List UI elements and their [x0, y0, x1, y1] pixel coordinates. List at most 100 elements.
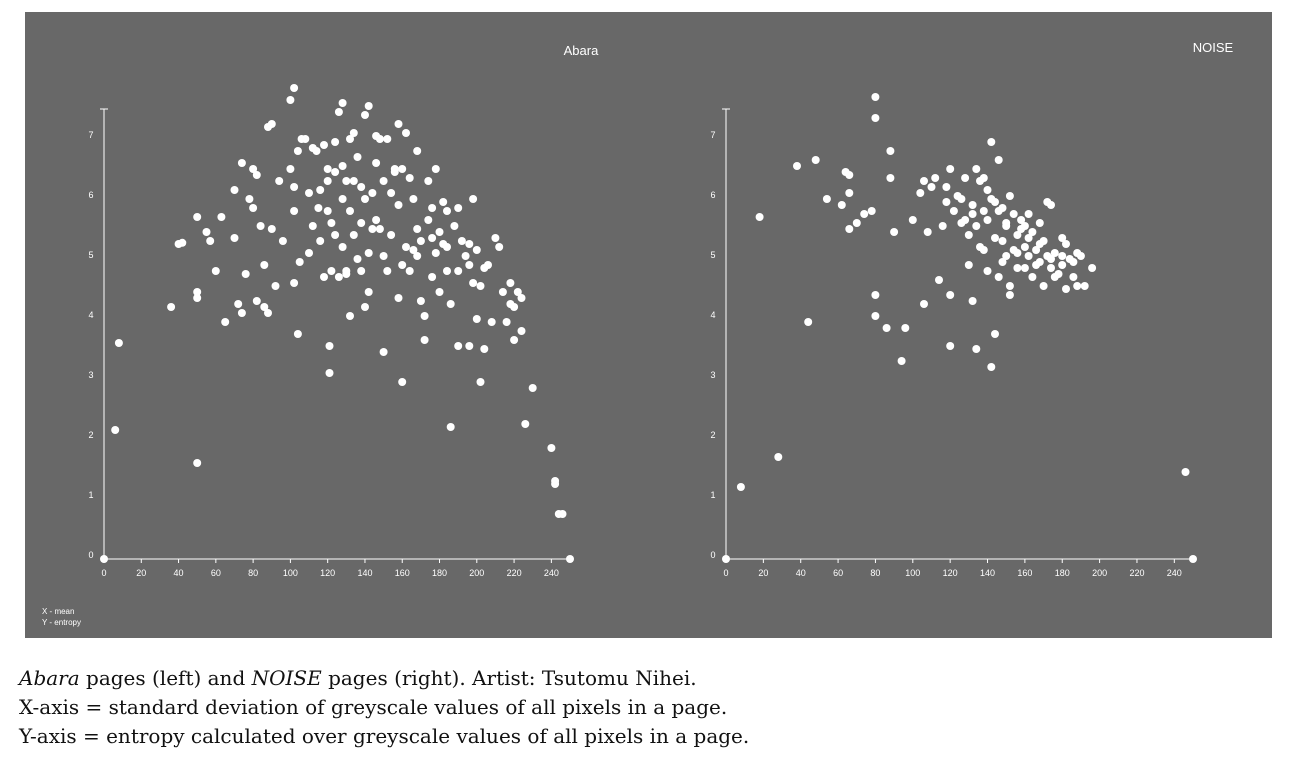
chart-1-point	[446, 300, 455, 308]
chart-1-point	[402, 129, 410, 137]
chart-1-point	[290, 84, 299, 92]
chart-2-point	[920, 177, 928, 185]
chart-2-point	[1020, 264, 1029, 272]
chart-1-point	[252, 171, 261, 179]
chart-1-point	[551, 480, 560, 488]
chart-1-point	[428, 273, 437, 281]
chart-1-point	[461, 252, 470, 260]
chart-1-x-tick-label: 100	[283, 568, 298, 578]
chart-2-point	[1013, 264, 1022, 272]
chart-1-point	[398, 261, 407, 269]
chart-1-point	[275, 177, 284, 185]
chart-1-point	[338, 243, 347, 251]
chart-1-point	[480, 345, 489, 353]
chart-2-point	[961, 174, 970, 182]
chart-1-point	[469, 195, 478, 203]
chart-1-point	[510, 303, 519, 311]
chart-1-point	[457, 237, 466, 245]
chart-1-point	[476, 378, 485, 386]
chart-1-x-tick-label: 140	[357, 568, 372, 578]
chart-1-point	[387, 231, 396, 239]
chart-2-point	[946, 291, 955, 299]
chart-1-point	[420, 312, 429, 320]
chart-1-point	[221, 318, 230, 326]
chart-1-point	[353, 255, 362, 263]
chart-2-y-tick-label: 5	[710, 250, 715, 260]
chart-1-point	[230, 186, 239, 194]
chart-2-x-tick-label: 80	[870, 568, 880, 578]
chart-1-y-tick-label: 2	[88, 430, 93, 440]
chart-2-point	[1020, 222, 1029, 230]
chart-2-point	[1050, 273, 1059, 281]
chart-2-point	[901, 324, 910, 332]
chart-1-point	[435, 288, 444, 296]
chart-1-point	[308, 222, 317, 230]
chart-1-point	[364, 102, 373, 110]
chart-1-point	[375, 225, 384, 233]
chart-1-point	[193, 459, 202, 467]
caption-line-1: Abara pages (left) and NOISE pages (righ…	[19, 664, 1279, 693]
chart-1-point	[357, 267, 366, 275]
chart-2-point	[1028, 228, 1037, 236]
chart-1-point	[443, 207, 451, 215]
chart-2-point	[1039, 282, 1048, 290]
chart-1-point	[394, 294, 403, 302]
chart-2-title: NOISE	[1193, 40, 1234, 55]
chart-2-y-tick-label: 3	[710, 370, 715, 380]
chart-1-point	[290, 183, 299, 191]
chart-1-point	[316, 237, 325, 245]
chart-1-x-tick-label: 40	[174, 568, 184, 578]
chart-1-point	[428, 234, 437, 242]
chart-2-point	[845, 225, 854, 233]
figure-panel: Abara 0 20 40 60 80 100 120 140 160 180 200 220 240 0 1…	[25, 12, 1272, 638]
chart-1-point	[361, 195, 369, 203]
chart-1-point	[167, 303, 176, 311]
chart-1-point	[293, 147, 302, 155]
chart-2-point	[1058, 234, 1067, 242]
chart-2-point	[1076, 252, 1085, 260]
chart-1-point	[211, 267, 220, 275]
chart-1-point	[316, 186, 325, 194]
chart-1-point	[267, 120, 276, 128]
chart-1-point	[349, 177, 358, 185]
caption-line-2: X-axis = standard deviation of greyscale…	[19, 695, 728, 719]
chart-2-point	[722, 555, 730, 563]
chart-1-point	[409, 195, 418, 203]
chart-2-point	[811, 156, 820, 164]
chart-2-point	[1024, 210, 1033, 218]
chart-1-point	[465, 261, 474, 269]
chart-1-point	[413, 252, 422, 260]
chart-2-point	[1005, 291, 1014, 299]
chart-2-point	[1020, 243, 1029, 251]
chart-1-point	[342, 177, 351, 185]
chart-2-point	[972, 345, 981, 353]
chart-1-point	[566, 555, 574, 563]
chart-1-point	[398, 165, 407, 173]
chart-2-y-tick-label: 1	[710, 490, 715, 500]
chart-2-point	[1005, 192, 1014, 200]
chart-1-point	[431, 165, 440, 173]
chart-2-point	[1058, 252, 1067, 260]
chart-2-point	[1047, 255, 1055, 263]
chart-2-point	[1024, 252, 1033, 260]
chart-1-point	[357, 219, 366, 227]
chart-1-y-tick-label: 0	[88, 550, 93, 560]
chart-2-point	[1062, 240, 1070, 248]
chart-1-x-tick-label: 80	[248, 568, 258, 578]
chart-1-x-tick-label: 180	[432, 568, 447, 578]
chart-2-point	[968, 201, 977, 209]
chart-1-point	[450, 222, 459, 230]
chart-2-point	[755, 213, 764, 221]
chart-1-point	[237, 159, 246, 167]
chart-1-point	[301, 135, 310, 143]
chart-1-point	[361, 303, 369, 311]
chart-1-point	[517, 294, 526, 302]
chart-2-point	[961, 216, 970, 224]
chart-1-point	[249, 204, 258, 212]
chart-2-point	[1080, 282, 1089, 290]
chart-2-point	[837, 201, 846, 209]
caption-end: pages (right). Artist: Tsutomu Nihei.	[321, 666, 697, 690]
chart-1-point	[100, 555, 108, 563]
chart-1-point	[487, 318, 496, 326]
chart-2-point	[972, 165, 981, 173]
